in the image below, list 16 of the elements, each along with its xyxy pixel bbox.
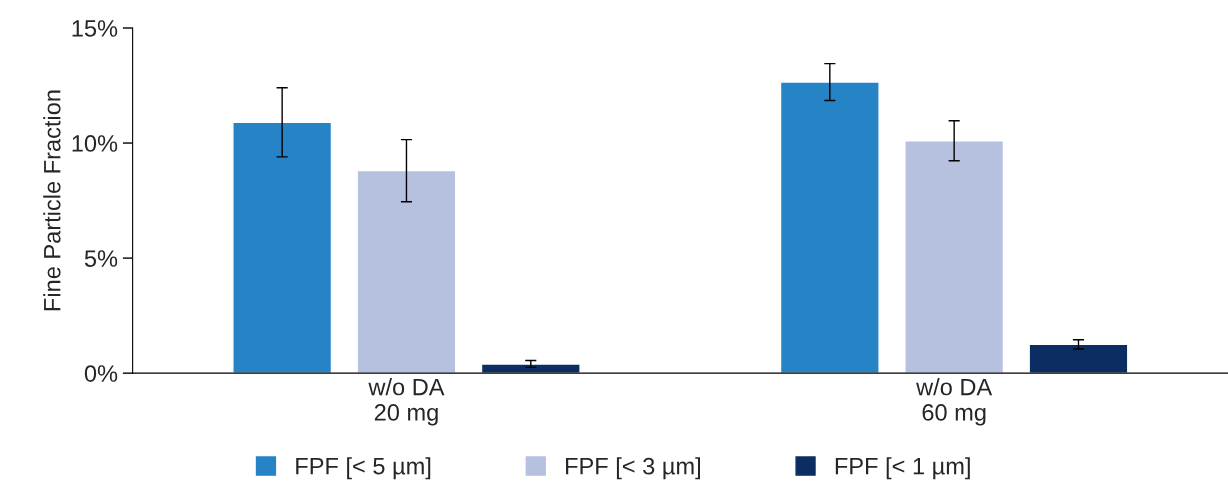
legend-label: FPF [< 1 µm] xyxy=(835,457,970,480)
y-axis-title: Fine Particle Fraction xyxy=(43,90,61,311)
bar xyxy=(356,169,457,374)
y-tick-label: 5% xyxy=(84,250,118,267)
y-tick-label: 10% xyxy=(72,135,118,152)
bar xyxy=(232,121,333,374)
y-tick-label: 15% xyxy=(72,20,118,37)
y-tick-label: 0% xyxy=(84,365,118,382)
x-tick-label: w/o DA 60 mg xyxy=(916,378,993,426)
bar xyxy=(480,363,581,374)
bar xyxy=(1028,343,1129,374)
bar xyxy=(779,81,880,374)
legend-label: FPF [< 3 µm] xyxy=(566,457,700,480)
x-tick-label: w/o DA 20 mg xyxy=(368,378,445,426)
legend-label: FPF [< 5 µm] xyxy=(296,457,431,480)
bar xyxy=(904,140,1005,374)
